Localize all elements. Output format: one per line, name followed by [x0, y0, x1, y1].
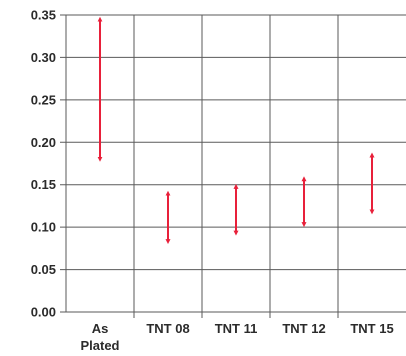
x-category-label: TNT 08 [146, 321, 189, 336]
x-category-label: TNT 11 [215, 321, 258, 336]
x-category-label: As [92, 321, 109, 336]
x-axis-category-labels: As Plated TNT 08 TNT 11 TNT 12 TNT 15 [80, 321, 393, 353]
x-category-label: Plated [80, 338, 119, 353]
y-tick-label: 0.15 [31, 177, 56, 192]
x-category-label: TNT 12 [282, 321, 325, 336]
y-tick-label: 0.00 [31, 305, 56, 320]
range-arrows [97, 16, 375, 245]
y-tick-label: 0.10 [31, 220, 56, 235]
y-tick-label: 0.35 [31, 8, 56, 23]
y-tick-label: 0.05 [31, 262, 56, 277]
y-tick-label: 0.30 [31, 50, 56, 65]
x-category-label: TNT 15 [350, 321, 393, 336]
y-tick-label: 0.25 [31, 92, 56, 107]
y-axis-tick-labels: 0.00 0.05 0.10 0.15 0.20 0.25 0.30 0.35 [31, 8, 56, 320]
y-tick-label: 0.20 [31, 135, 56, 150]
grid [60, 14, 406, 318]
